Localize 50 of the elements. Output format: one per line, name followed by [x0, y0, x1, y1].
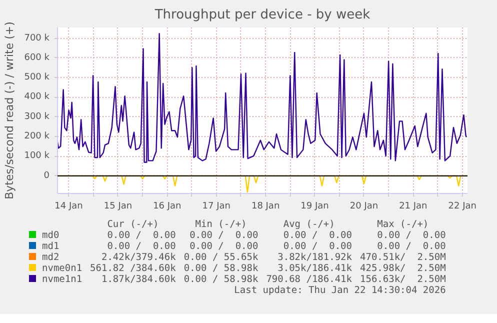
x-tick-label: 15 Jan	[104, 202, 132, 212]
text: Avg (-/+)	[282, 219, 336, 230]
x-tick-label: 17 Jan	[202, 202, 230, 212]
text: 0.00 / 0.00	[106, 241, 177, 252]
y-tick-label: 700 k	[24, 33, 50, 44]
x-tick-label: 19 Jan	[300, 202, 329, 212]
text: Min (-/+)	[194, 219, 248, 230]
text: 0.00 / 0.00	[376, 241, 447, 252]
y-tick-label: 500 k	[24, 72, 50, 83]
y-tick-label: 300 k	[24, 112, 50, 122]
legend-label: nvme1n1	[41, 274, 84, 285]
text: 1.87k/384.60k	[100, 274, 177, 285]
y-tick-label: 600 k	[24, 52, 50, 63]
text: 0.00 / 55.65k	[182, 252, 260, 263]
x-tick-label: 20 Jan	[350, 202, 378, 212]
text: 3.82k/181.92k	[276, 252, 353, 263]
y-tick-label: 100 k	[24, 151, 50, 162]
text: 0.00 / 0.00	[376, 230, 447, 241]
x-tick-label: 14 Jan	[54, 202, 83, 212]
line-series	[58, 32, 468, 163]
text: 0.00 / 58.98k	[182, 263, 260, 274]
y-tick-label: 200 k	[24, 132, 50, 142]
text: 0.00 / 58.98k	[182, 274, 260, 285]
text: 156.63k/ 2.50M	[359, 274, 447, 285]
x-tick-label: 22 Jan	[448, 202, 476, 212]
text: 470.51k/ 2.50M	[359, 252, 447, 263]
chart-title: Throughput per device - by week	[154, 8, 371, 22]
text: 0.00 / 0.00	[106, 230, 177, 241]
text: 561.82 /384.60k	[89, 263, 177, 274]
legend-label: md1	[41, 241, 60, 252]
legend-label: md2	[41, 252, 60, 263]
x-tick-label: 18 Jan	[251, 202, 280, 212]
x-tick-label: 16 Jan	[153, 202, 182, 212]
text: 0.00 / 0.00	[188, 241, 260, 252]
text: 790.68 /186.41k	[265, 274, 353, 285]
text: Cur (-/+)	[106, 219, 160, 230]
text: Last update: Thu Jan 22 14:30:04 2026	[233, 285, 447, 296]
text: 2.42k/379.46k	[100, 252, 177, 263]
text: 425.98k/ 2.50M	[359, 263, 447, 274]
text: 0.00 / 0.00	[282, 230, 353, 241]
legend-label: md0	[41, 230, 60, 241]
y-tick-label: 400 k	[24, 92, 50, 102]
text: 0.00 / 0.00	[282, 241, 353, 252]
x-tick-label: 21 Jan	[399, 202, 428, 212]
text: 3.05k/186.41k	[276, 263, 353, 274]
y-tick-label: 0	[44, 170, 50, 181]
text: Max (-/+)	[376, 219, 430, 230]
y-axis-title: Bytes/second read (-) / write (+)	[3, 22, 16, 200]
legend-label: nvme0n1	[41, 263, 84, 274]
text: 0.00 / 0.00	[188, 230, 260, 241]
